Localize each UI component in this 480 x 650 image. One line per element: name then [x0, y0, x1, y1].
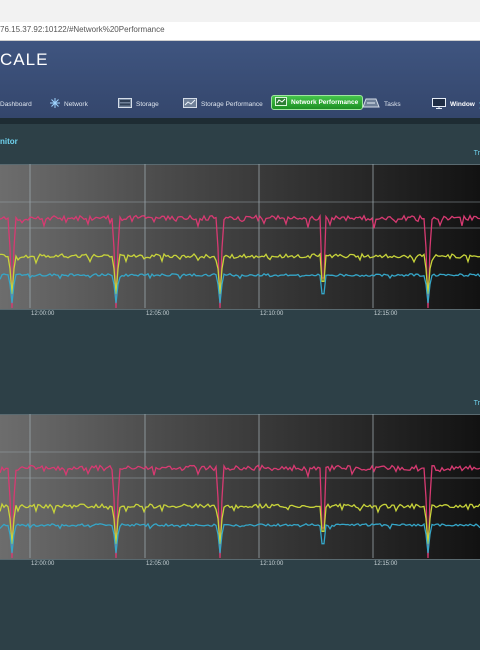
nav-network-performance-label: Network Performance: [291, 99, 359, 106]
brand-title: CALE: [0, 50, 49, 69]
monitor-panel: nitor Tr 12:00:00 12:05:00 12:10:00 12:1…: [0, 124, 480, 650]
nav-tasks-label: Tasks: [384, 100, 401, 108]
chart-2-tick-1: 12:05:00: [146, 561, 170, 567]
chart-1-trace-pink: [0, 213, 480, 308]
chart-1-trace-yellow: [0, 252, 480, 295]
main-nav: Dashboard Network Storage Storage Perfor…: [0, 93, 480, 113]
chart-1-plot-area: [0, 164, 480, 310]
nav-dashboard[interactable]: Dashboard: [0, 97, 32, 111]
nav-network-label: Network: [64, 100, 88, 108]
monitor-icon: [432, 97, 446, 111]
header-divider: [0, 118, 480, 124]
browser-toolbar: [0, 0, 480, 23]
nav-window[interactable]: Window: [432, 97, 480, 111]
nav-storage-performance-label: Storage Performance: [201, 100, 263, 108]
panel-title: nitor: [0, 137, 18, 146]
nav-tasks[interactable]: Tasks: [362, 97, 401, 111]
storage-icon: [118, 98, 132, 110]
network-chart-2: 12:00:00 12:05:00 12:10:00 12:15:00: [0, 414, 480, 574]
nav-network-performance[interactable]: Network Performance: [271, 95, 364, 110]
chart-2-trace-cyan: [0, 522, 480, 554]
address-bar[interactable]: 76.15.37.92:10122/#Network%20Performance: [0, 22, 480, 41]
chart-1-tick-3: 12:15:00: [374, 311, 398, 317]
chart-2-trace-pink: [0, 463, 480, 558]
app-header: CALE Dashboard Network Storage Storage P…: [0, 41, 480, 118]
network-performance-icon: [275, 97, 287, 108]
nav-window-label: Window: [450, 100, 475, 108]
chart-2-tick-3: 12:15:00: [374, 561, 398, 567]
chart-2-legend[interactable]: Tr: [473, 400, 480, 407]
nav-storage[interactable]: Storage: [118, 97, 159, 111]
storage-performance-icon: [183, 98, 197, 110]
chart-2-tick-0: 12:00:00: [31, 561, 55, 567]
tasks-icon: [362, 98, 380, 110]
chart-2-lines: [0, 414, 480, 558]
chart-1-lines: [0, 164, 480, 308]
chart-2-plot-area: [0, 414, 480, 560]
chart-1-legend[interactable]: Tr: [473, 150, 480, 157]
chart-1-trace-cyan: [0, 272, 480, 304]
network-icon: [50, 98, 60, 110]
nav-network[interactable]: Network: [50, 97, 88, 111]
nav-dashboard-label: Dashboard: [0, 100, 32, 108]
chart-2-trace-yellow: [0, 502, 480, 545]
network-chart-1: 12:00:00 12:05:00 12:10:00 12:15:00: [0, 164, 480, 324]
chart-1-tick-2: 12:10:00: [260, 311, 284, 317]
chart-2-tick-2: 12:10:00: [260, 561, 284, 567]
chart-1-tick-0: 12:00:00: [31, 311, 55, 317]
nav-storage-label: Storage: [136, 100, 159, 108]
nav-storage-performance[interactable]: Storage Performance: [183, 97, 263, 111]
chart-1-tick-1: 12:05:00: [146, 311, 170, 317]
url-text[interactable]: 76.15.37.92:10122/#Network%20Performance: [0, 25, 165, 34]
